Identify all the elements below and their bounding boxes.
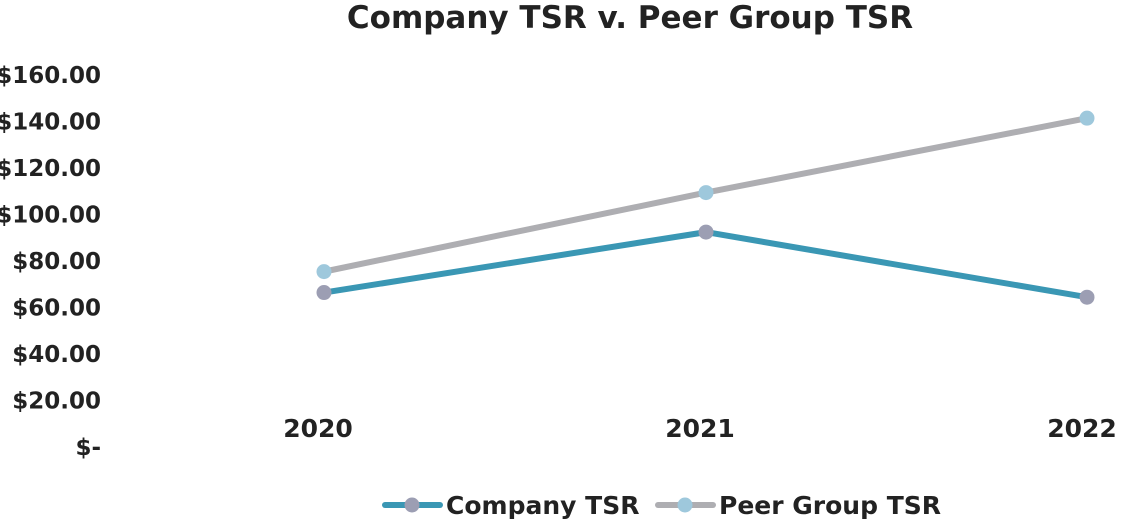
series-line-company-tsr <box>321 229 1090 301</box>
x-axis-ticks: 2020 2021 2022 <box>283 414 1117 443</box>
data-point-peer-group-tsr <box>1079 110 1095 126</box>
series-markers <box>316 110 1095 305</box>
data-point-peer-group-tsr <box>698 185 714 201</box>
legend: Company TSR Peer Group TSR <box>382 491 941 520</box>
data-point-company-tsr <box>316 285 332 301</box>
chart-title: Company TSR v. Peer Group TSR <box>347 0 913 36</box>
y-tick-label: $40.00 <box>12 342 101 368</box>
legend-label-peer-group-tsr: Peer Group TSR <box>719 491 941 520</box>
y-tick-label: $160.00 <box>0 63 101 89</box>
y-tick-label: $120.00 <box>0 156 101 182</box>
y-tick-label: $80.00 <box>12 249 101 275</box>
data-point-peer-group-tsr <box>316 264 332 280</box>
data-point-company-tsr <box>698 224 714 240</box>
y-tick-label: $20.00 <box>12 389 101 415</box>
y-axis-ticks: $160.00 $140.00 $120.00 $100.00 $80.00 $60.00… <box>0 63 101 461</box>
x-tick-label: 2021 <box>665 414 735 443</box>
legend-marker-peer-group-tsr <box>677 497 693 513</box>
legend-label-company-tsr: Company TSR <box>446 491 639 520</box>
y-tick-label: $100.00 <box>0 203 101 229</box>
y-tick-label: $60.00 <box>12 296 101 322</box>
series-lines <box>321 115 1090 301</box>
y-tick-label: $- <box>75 435 101 461</box>
legend-marker-company-tsr <box>404 497 420 513</box>
y-tick-label: $140.00 <box>0 110 101 136</box>
x-tick-label: 2020 <box>283 414 353 443</box>
data-point-company-tsr <box>1079 289 1095 305</box>
x-tick-label: 2022 <box>1047 414 1117 443</box>
